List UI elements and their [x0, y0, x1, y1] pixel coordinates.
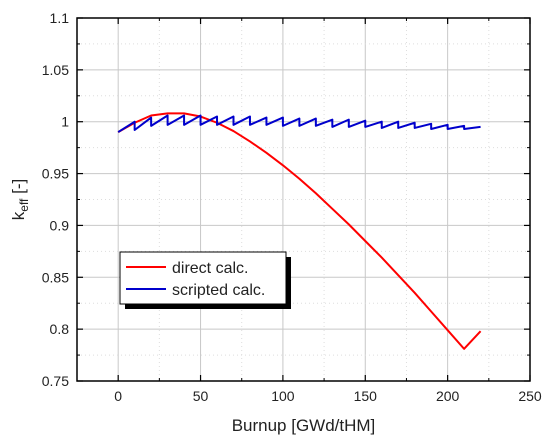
- grid-layer: [77, 18, 530, 381]
- x-tick-label-0: 0: [114, 388, 122, 404]
- x-tick-label-4: 200: [436, 388, 460, 404]
- series-line-1: [117, 114, 481, 133]
- axes-layer: [76, 17, 531, 382]
- x-tick-label-5: 250: [518, 388, 542, 404]
- series-layer: [117, 112, 482, 350]
- x-tick-label-2: 100: [271, 388, 295, 404]
- y-axis-label: keff [-]: [9, 179, 31, 220]
- y-tick-label-0: 0.75: [42, 373, 69, 389]
- x-axis-label: Burnup [GWd/tHM]: [232, 416, 376, 435]
- y-tick-label-6: 1.05: [42, 62, 69, 78]
- y-tick-label-7: 1.1: [50, 10, 70, 26]
- y-tick-label-1: 0.8: [50, 321, 70, 337]
- y-tick-label-4: 0.95: [42, 166, 69, 182]
- legend-label-0: direct calc.: [172, 260, 248, 277]
- series-line-0: [117, 112, 482, 350]
- x-tick-label-3: 150: [354, 388, 378, 404]
- y-tick-label-5: 1: [61, 114, 69, 130]
- x-tick-label-1: 50: [193, 388, 209, 404]
- legend-box: [119, 251, 287, 305]
- legend-layer: direct calc. scripted calc.: [119, 251, 291, 309]
- y-tick-label-2: 0.85: [42, 269, 69, 285]
- labels-layer: 0 50 100 150 200 250 0.75 0.8 0.85 0.9 0.95 1 1.05 1.…: [9, 10, 542, 435]
- plot-frame: [76, 17, 531, 382]
- y-tick-label-3: 0.9: [50, 217, 70, 233]
- legend-label-1: scripted calc.: [172, 282, 265, 299]
